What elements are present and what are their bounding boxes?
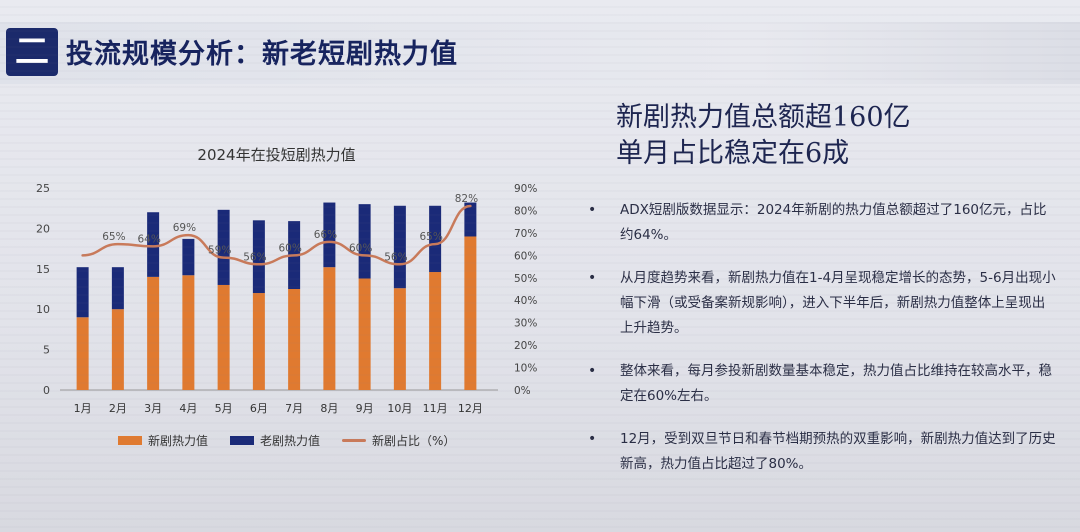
bullet-text: 从月度趋势来看，新剧热力值在1-4月呈现稳定增长的态势，5-6月出现小幅下滑（或…	[620, 270, 1056, 336]
bullet-text: ADX短剧版数据显示：2024年新剧的热力值总额超过了160亿元，占比约64%。	[620, 202, 1047, 243]
bar-old-9	[358, 204, 371, 279]
bullet-dot-icon: •	[588, 202, 597, 218]
header-bar	[0, 22, 1080, 84]
legend-label-ratio: 新剧占比（%）	[372, 434, 456, 448]
legend-swatch-old	[230, 436, 255, 445]
bullet-dot-icon: •	[588, 431, 597, 447]
legend-label-old: 老剧热力值	[260, 434, 321, 448]
legend-swatch-new	[118, 436, 142, 445]
bullet-dot-icon: •	[588, 363, 597, 379]
y-left-tick-label: 10	[36, 303, 50, 316]
bar-old-11	[429, 205, 442, 273]
x-tick-label: 2月	[109, 402, 127, 415]
bullet-dot-icon: •	[588, 270, 597, 286]
bullet-item: • 12月，受到双旦节日和春节档期预热的双重影响，新剧热力值达到了历史新高，热力…	[588, 427, 1058, 477]
chart-container: 2024年在投短剧热力值 0 5 10 15 20 25 0% 10% 20% 30% 40% 50% 6…	[20, 130, 560, 460]
x-tick-label: 7月	[285, 402, 303, 415]
bar-old-10	[393, 205, 406, 289]
ratio-data-label: 65%	[102, 231, 125, 243]
y-right-tick-label: 50%	[514, 273, 537, 285]
y-left-tick-label: 20	[36, 222, 50, 235]
bar-new-1	[76, 317, 89, 390]
y-right-tick-label: 0%	[514, 385, 531, 397]
bar-old-8	[323, 202, 336, 268]
y-left-tick-label: 25	[36, 182, 50, 195]
ratio-data-label: 60%	[278, 242, 301, 254]
ratio-data-label: 82%	[455, 193, 478, 205]
ratio-data-label: 59%	[208, 245, 231, 257]
bullet-list: • ADX短剧版数据显示：2024年新剧的热力值总额超过了160亿元，占比约64…	[588, 198, 1058, 495]
ratio-data-label: 60%	[349, 242, 372, 254]
x-tick-label: 5月	[215, 402, 233, 415]
x-tick-label: 11月	[423, 402, 448, 415]
bar-new-4	[182, 275, 195, 390]
legend-item-old: 老剧热力值	[230, 432, 320, 449]
bar-new-8	[323, 267, 336, 390]
bar-new-3	[147, 276, 160, 390]
ratio-data-label: 56%	[243, 251, 266, 263]
bullet-item: • 整体来看，每月参投新剧数量基本稳定，热力值占比维持在较高水平，稳定在60%左…	[588, 359, 1058, 409]
ratio-line	[81, 204, 472, 266]
bar-new-5	[217, 284, 230, 390]
ratio-data-label: 56%	[384, 251, 407, 263]
y-right-tick-label: 20%	[514, 340, 537, 352]
chart-svg: 2024年在投短剧热力值 0 5 10 15 20 25 0% 10% 20% 30% 40% 50% 6…	[36, 146, 537, 415]
y-right-tick-label: 40%	[514, 295, 537, 307]
bar-old-6	[252, 220, 265, 294]
bar-new-10	[393, 288, 406, 390]
bar-old-4	[182, 238, 195, 276]
y-left-tick-label: 15	[36, 263, 50, 276]
chart-legend: 新剧热力值 老剧热力值 新剧占比（%）	[118, 432, 455, 449]
bar-new-12	[464, 236, 477, 390]
chart-title: 2024年在投短剧热力值	[197, 146, 355, 164]
ratio-data-label: 64%	[137, 233, 160, 245]
y-right-tick-label: 60%	[514, 250, 537, 262]
bullet-text: 整体来看，每月参投新剧数量基本稳定，热力值占比维持在较高水平，稳定在60%左右。	[620, 363, 1052, 404]
y-right-tick-label: 90%	[514, 183, 537, 195]
ratio-data-label: 65%	[419, 231, 442, 243]
bar-old-1	[76, 267, 89, 318]
ratio-data-label: 66%	[314, 229, 337, 241]
bullet-text: 12月，受到双旦节日和春节档期预热的双重影响，新剧热力值达到了历史新高，热力值占…	[620, 431, 1056, 472]
section-number-badge: 二	[6, 28, 58, 76]
x-tick-label: 10月	[387, 402, 412, 415]
bar-old-5	[217, 209, 230, 285]
summary-title: 新剧热力值总额超160亿 单月占比稳定在6成	[616, 100, 911, 172]
y-left-tick-label: 0	[43, 384, 50, 397]
x-tick-label: 9月	[356, 402, 374, 415]
bar-new-7	[288, 289, 301, 390]
x-tick-label: 1月	[74, 402, 92, 415]
y-right-tick-label: 70%	[514, 228, 537, 240]
legend-swatch-ratio	[342, 439, 367, 442]
legend-item-new: 新剧热力值	[118, 432, 208, 449]
y-right-tick-label: 10%	[514, 363, 537, 375]
bar-new-2	[111, 309, 124, 390]
bullet-item: • 从月度趋势来看，新剧热力值在1-4月呈现稳定增长的态势，5-6月出现小幅下滑…	[588, 266, 1058, 341]
legend-item-ratio: 新剧占比（%）	[342, 432, 455, 449]
bullet-item: • ADX短剧版数据显示：2024年新剧的热力值总额超过了160亿元，占比约64…	[588, 198, 1058, 248]
page-title: 投流规模分析：新老短剧热力值	[66, 39, 458, 70]
x-tick-label: 3月	[144, 402, 162, 415]
summary-line-2: 单月占比稳定在6成	[616, 138, 850, 169]
summary-line-1: 新剧热力值总额超160亿	[616, 102, 911, 133]
bar-old-3	[147, 212, 160, 277]
x-tick-label: 6月	[250, 402, 268, 415]
bar-new-9	[358, 278, 371, 390]
ratio-data-label: 69%	[173, 222, 196, 234]
bar-new-6	[252, 293, 265, 390]
legend-label-new: 新剧热力值	[148, 434, 209, 448]
x-tick-label: 4月	[179, 402, 197, 415]
bar-new-11	[429, 272, 442, 390]
y-right-tick-label: 80%	[514, 205, 537, 217]
y-right-tick-label: 30%	[514, 318, 537, 330]
y-left-tick-label: 5	[43, 344, 50, 357]
bar-old-12	[464, 202, 477, 237]
x-tick-label: 12月	[458, 402, 483, 415]
x-tick-label: 8月	[320, 402, 338, 415]
bar-old-2	[111, 267, 124, 310]
